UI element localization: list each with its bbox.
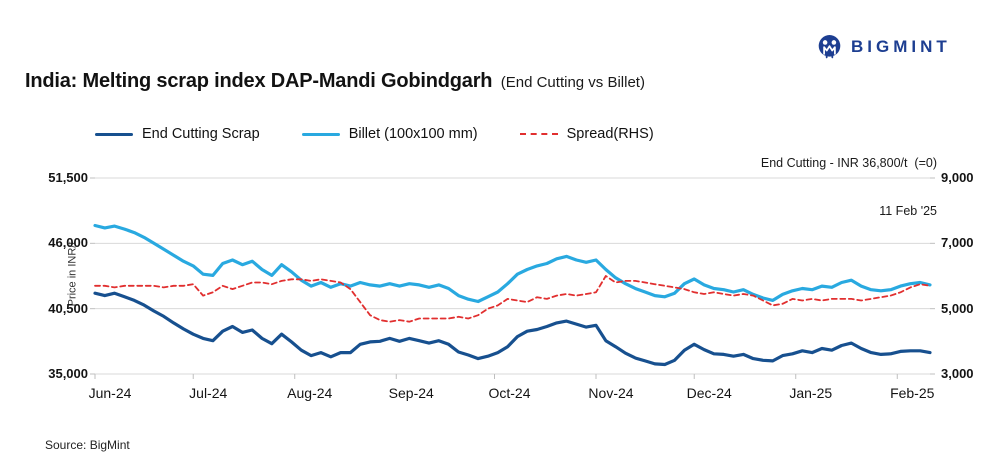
y-axis-tick-label-right: 3,000 (941, 366, 974, 381)
x-axis-tick-label: Jul-24 (189, 385, 228, 401)
x-axis-tick-label: Aug-24 (287, 385, 333, 401)
y-axis-tick-label-left: 51,500 (48, 170, 88, 185)
series-line-end-cutting-scrap (93, 291, 932, 367)
y-axis-tick-label-left: 35,000 (48, 366, 88, 381)
x-axis-tick-label: Dec-24 (686, 385, 732, 401)
legend-item-spread: Spread(RHS) (519, 126, 654, 142)
x-axis-tick-label: Jun-24 (88, 385, 132, 401)
latest-value-line: End Cutting - INR 36,800/t (=0) (760, 155, 937, 170)
source-note: Source: BigMint (45, 438, 130, 452)
x-axis-tick-label: Jan-25 (789, 385, 833, 401)
brand-logo: BIGMINT (816, 33, 951, 60)
y-axis-tick-label-left: 40,500 (48, 300, 88, 316)
y-axis-tick-label-right: 9,000 (941, 170, 974, 185)
legend-swatch-spread (519, 133, 558, 135)
legend-item-end-cutting: End Cutting Scrap (95, 126, 260, 142)
y-axis-tick-label-right: 5,000 (941, 300, 974, 316)
y-axis-title: Price in INR/t (66, 241, 79, 307)
page-title: India: Melting scrap index DAP-Mandi Gob… (25, 70, 645, 93)
latest-date-line: 11 Feb '25 (879, 204, 937, 219)
legend-label: End Cutting Scrap (142, 126, 260, 142)
series-line-spread-rhs (94, 275, 931, 323)
legend-label: Spread(RHS) (566, 126, 654, 142)
y-axis-tick-label-left: 46,000 (48, 235, 88, 251)
legend-label: Billet (100x100 mm) (348, 126, 478, 142)
legend-swatch-billet (301, 132, 340, 136)
chart-title: India: Melting scrap index DAP-Mandi Gob… (25, 70, 493, 92)
bigmint-monkey-icon (818, 35, 841, 59)
x-axis-tick-label: Oct-24 (488, 385, 531, 401)
chart-legend: End Cutting Scrap Billet (100x100 mm) Sp… (95, 126, 654, 142)
legend-swatch-end-cutting (95, 132, 133, 136)
series-line-billet-100x100-mm (93, 223, 932, 304)
latest-value-annotation: End Cutting - INR 36,800/t (=0) 11 Feb '… (761, 122, 937, 252)
chart-subtitle: (End Cutting vs Billet) (500, 74, 645, 91)
legend-item-billet: Billet (100x100 mm) (301, 126, 478, 142)
x-axis-tick-label: Nov-24 (588, 385, 634, 401)
y-axis-tick-label-right: 7,000 (941, 235, 974, 251)
brand-wordmark: BIGMINT (851, 36, 951, 56)
x-axis-tick-label: Feb-25 (890, 385, 935, 401)
x-axis-tick-label: Sep-24 (388, 385, 434, 401)
